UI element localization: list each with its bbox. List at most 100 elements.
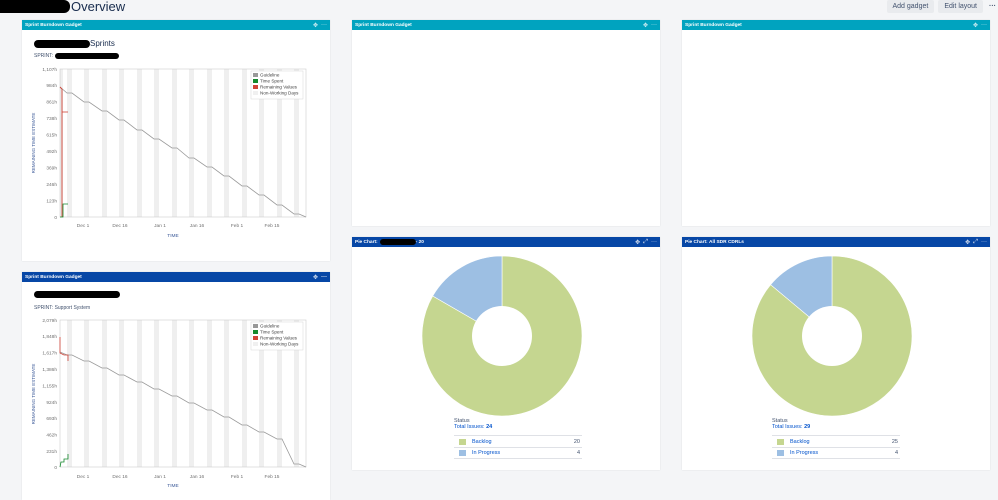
svg-text:Guideline: Guideline [260, 73, 280, 78]
svg-text:TIME: TIME [167, 483, 178, 489]
svg-text:Feb 1: Feb 1 [231, 474, 244, 480]
move-icon[interactable]: ✥ [312, 274, 318, 281]
svg-text:Feb 15: Feb 15 [265, 474, 280, 480]
guideline-line [59, 86, 307, 218]
pie-chart-gadget-1: Pie Chart: - 20 ✥ ⤢ ··· Status Total Issue… [352, 237, 660, 470]
svg-text:Jan 1: Jan 1 [154, 474, 166, 480]
legend-row-in-progress[interactable]: In Progress 4 [454, 447, 582, 459]
in-progress-swatch [777, 450, 784, 456]
more-icon[interactable]: ··· [321, 21, 327, 28]
move-icon[interactable]: ✥ [312, 22, 318, 29]
add-gadget-button[interactable]: Add gadget [886, 0, 935, 13]
legend-row-in-progress[interactable]: In Progress 4 [772, 447, 900, 459]
burndown-gadget-4: Sprint Burndown Gadget ✥ ··· [682, 20, 990, 226]
more-icon[interactable]: ··· [981, 238, 987, 245]
sprint-label: SPRINT: [34, 53, 120, 59]
redacted-text [379, 239, 416, 245]
gadget-header: Sprint Burndown Gadget ✥ ··· [22, 20, 330, 30]
svg-text:Time Spent: Time Spent [260, 79, 284, 84]
expand-icon[interactable]: ⤢ [973, 238, 978, 245]
svg-text:REMAINING TIME ESTIMATE: REMAINING TIME ESTIMATE [31, 364, 36, 425]
pie-legend: Status Total Issues: 24 Backlog 20 In Pr… [454, 418, 582, 459]
svg-text:Non-Working Days: Non-Working Days [260, 91, 299, 96]
burndown-gadget-1: Sprint Burndown Gadget ✥ ··· Sprints SPRI… [22, 20, 330, 261]
gadget-header: Pie Chart: - 20 ✥ ⤢ ··· [352, 237, 660, 247]
backlog-swatch [459, 438, 466, 445]
redacted-text [34, 39, 90, 48]
move-icon[interactable]: ✥ [972, 22, 978, 29]
pie-chart-2 [752, 255, 912, 417]
svg-text:REMAINING TIME ESTIMATE: REMAINING TIME ESTIMATE [31, 113, 36, 174]
edit-layout-button[interactable]: Edit layout [938, 0, 983, 13]
expand-icon[interactable]: ⤢ [643, 238, 648, 245]
svg-text:Jan 1: Jan 1 [154, 223, 166, 229]
pie-chart-1 [422, 255, 582, 417]
svg-text:Dec 1: Dec 1 [77, 474, 90, 480]
legend-row-backlog[interactable]: Backlog 25 [772, 435, 900, 447]
more-icon[interactable]: ··· [651, 21, 657, 28]
more-icon[interactable]: ··· [651, 238, 657, 245]
legend-row-backlog[interactable]: Backlog 20 [454, 435, 582, 447]
svg-text:Feb 1: Feb 1 [231, 223, 244, 229]
svg-text:Jan 16: Jan 16 [190, 223, 205, 229]
burndown-chart-1: 0123h246h369h492h615h738h861h984h1,107h … [31, 67, 307, 239]
svg-text:984h: 984h [46, 83, 57, 89]
gadget-header: Sprint Burndown Gadget ✥ ··· [682, 20, 990, 30]
redacted-text [0, 0, 70, 13]
pie-chart-gadget-2: Pie Chart: All SDR CDRLs ✥ ⤢ ··· Status To… [682, 237, 990, 470]
svg-text:1,386h: 1,386h [42, 367, 57, 373]
gadget-header: Sprint Burndown Gadget ✥ — [22, 272, 330, 282]
svg-text:1,155h: 1,155h [42, 384, 57, 390]
burndown-gadget-2: Sprint Burndown Gadget ✥ — SPRINT: Suppor… [22, 272, 330, 500]
more-icon[interactable]: ··· [981, 21, 987, 28]
non-working-days [60, 69, 299, 217]
svg-text:Dec 16: Dec 16 [112, 223, 128, 229]
svg-text:Dec 1: Dec 1 [77, 223, 90, 229]
svg-text:492h: 492h [46, 149, 57, 155]
backlog-swatch [777, 438, 784, 445]
total-issues: Total Issues: 29 [772, 424, 811, 430]
svg-text:615h: 615h [46, 133, 57, 139]
time-spent-line [60, 203, 68, 218]
gadget-header: Sprint Burndown Gadget ✥ ··· [352, 20, 660, 30]
svg-text:Guideline: Guideline [260, 324, 280, 329]
redacted-text [34, 291, 120, 298]
move-icon[interactable]: ✥ [635, 239, 641, 246]
svg-text:TIME: TIME [167, 233, 178, 239]
burndown-chart-2: 0 231h 462h 693h 924h 1,155h 1,386h 1,617h 1,848… [31, 318, 307, 489]
svg-text:1,617h: 1,617h [42, 351, 57, 357]
svg-text:861h: 861h [46, 100, 57, 106]
move-icon[interactable]: ✥ [642, 22, 648, 29]
svg-text:0: 0 [54, 215, 57, 221]
more-icon[interactable]: — [321, 273, 327, 280]
page-title: Overview [0, 0, 125, 14]
svg-text:Remaining Values: Remaining Values [260, 85, 298, 90]
svg-text:Time Spent: Time Spent [260, 330, 284, 335]
svg-text:924h: 924h [46, 400, 57, 406]
svg-text:0: 0 [54, 465, 57, 471]
svg-text:1,107h: 1,107h [42, 67, 57, 73]
more-actions-button[interactable]: ··· [987, 0, 998, 13]
remaining-values-line [59, 86, 63, 217]
svg-text:Feb 15: Feb 15 [265, 223, 280, 229]
dashboard-header: Overview Add gadget Edit layout ··· [0, 0, 998, 16]
gadget-header: Pie Chart: All SDR CDRLs ✥ ⤢ ··· [682, 237, 990, 247]
svg-text:2,079h: 2,079h [42, 318, 57, 324]
svg-text:369h: 369h [46, 166, 57, 172]
svg-text:231h: 231h [46, 449, 57, 455]
move-icon[interactable]: ✥ [965, 239, 971, 246]
svg-text:738h: 738h [46, 116, 57, 122]
burndown-title: Sprints [34, 39, 115, 48]
pie-legend: Status Total Issues: 29 Backlog 25 In Pr… [772, 418, 900, 459]
burndown-gadget-3: Sprint Burndown Gadget ✥ ··· [352, 20, 660, 226]
svg-text:Dec 16: Dec 16 [112, 474, 128, 480]
svg-text:Non-Working Days: Non-Working Days [260, 342, 299, 347]
svg-text:Jan 16: Jan 16 [190, 474, 205, 480]
total-issues: Total Issues: 24 [454, 424, 493, 430]
chart-legend: Guideline Time Spent Remaining Values No… [250, 70, 304, 100]
burndown-title [34, 291, 120, 298]
svg-text:693h: 693h [46, 416, 57, 422]
svg-text:Remaining Values: Remaining Values [260, 336, 298, 341]
redacted-text [55, 53, 120, 59]
svg-text:462h: 462h [46, 433, 57, 439]
